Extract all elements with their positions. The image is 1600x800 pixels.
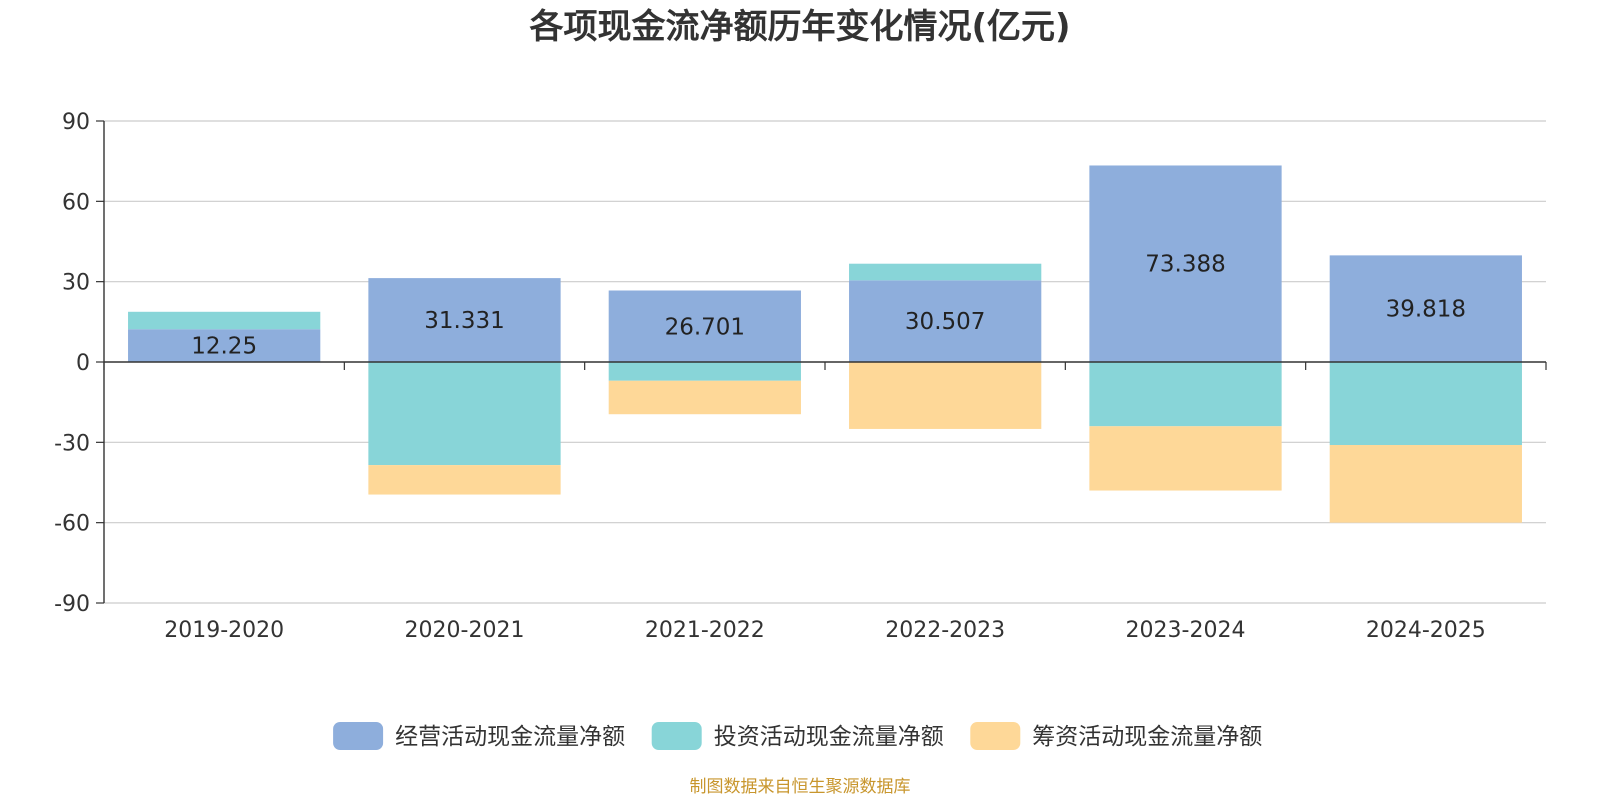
legend-label: 经营活动现金流量净额 <box>395 724 625 750</box>
legend: 经营活动现金流量净额 投资活动现金流量净额 筹资活动现金流量净额 <box>333 722 1262 750</box>
bar-segment <box>1089 362 1282 427</box>
data-labels: 12.25 31.331 26.701 30.507 73.388 39.818 <box>191 252 1466 360</box>
x-tick-label: 2019-2020 <box>164 618 284 643</box>
x-tick-label: 2022-2023 <box>885 618 1005 643</box>
bar-segment <box>849 280 1042 362</box>
data-label: 26.701 <box>665 314 745 340</box>
bar-segment <box>1329 445 1522 523</box>
bars <box>128 165 1522 523</box>
grid-lines <box>104 120 1546 604</box>
data-label: 39.818 <box>1386 297 1466 323</box>
y-tick-label: -90 <box>54 592 90 617</box>
bar-segment <box>1089 165 1282 362</box>
bar-segment <box>849 263 1042 281</box>
bar-segment <box>1089 426 1282 491</box>
y-tick-label: 90 <box>62 110 90 135</box>
x-tick-label: 2020-2021 <box>405 618 525 643</box>
data-label: 30.507 <box>905 309 985 335</box>
y-tick-label: -30 <box>54 431 90 456</box>
y-tick-label: 30 <box>62 271 90 296</box>
data-label: 73.388 <box>1145 252 1225 278</box>
bar-segment <box>608 362 801 381</box>
x-tick-label: 2023-2024 <box>1126 618 1246 643</box>
legend-swatch <box>970 722 1021 750</box>
legend-label: 筹资活动现金流量净额 <box>1032 724 1262 750</box>
y-tick-label: 0 <box>76 351 90 376</box>
y-tick-label: 60 <box>62 190 90 215</box>
bar-segment <box>128 311 321 330</box>
bar-segment <box>128 329 321 362</box>
bar-segment <box>1329 255 1522 362</box>
axes: 90 60 30 0 -30 -60 -90 2019-2020 2020-2021 2021-2… <box>54 110 1547 643</box>
legend-label: 投资活动现金流量净额 <box>714 724 944 750</box>
legend-swatch <box>333 722 384 750</box>
legend-swatch <box>651 722 702 750</box>
bar-segment <box>1329 362 1522 446</box>
bar-segment <box>368 362 561 466</box>
bar-segment <box>849 362 1042 429</box>
bar-segment <box>608 290 801 362</box>
bar-segment <box>368 465 561 495</box>
data-label: 12.25 <box>191 334 257 360</box>
data-label: 31.331 <box>424 308 504 334</box>
x-tick-label: 2021-2022 <box>645 618 765 643</box>
x-tick-label: 2024-2025 <box>1366 618 1486 643</box>
chart-title: 各项现金流净额历年变化情况(亿元) <box>529 7 1070 47</box>
bar-segment <box>608 380 801 415</box>
source-note: 制图数据来自恒生聚源数据库 <box>690 777 911 797</box>
bar-segment <box>368 278 561 362</box>
y-tick-label: -60 <box>54 512 90 537</box>
